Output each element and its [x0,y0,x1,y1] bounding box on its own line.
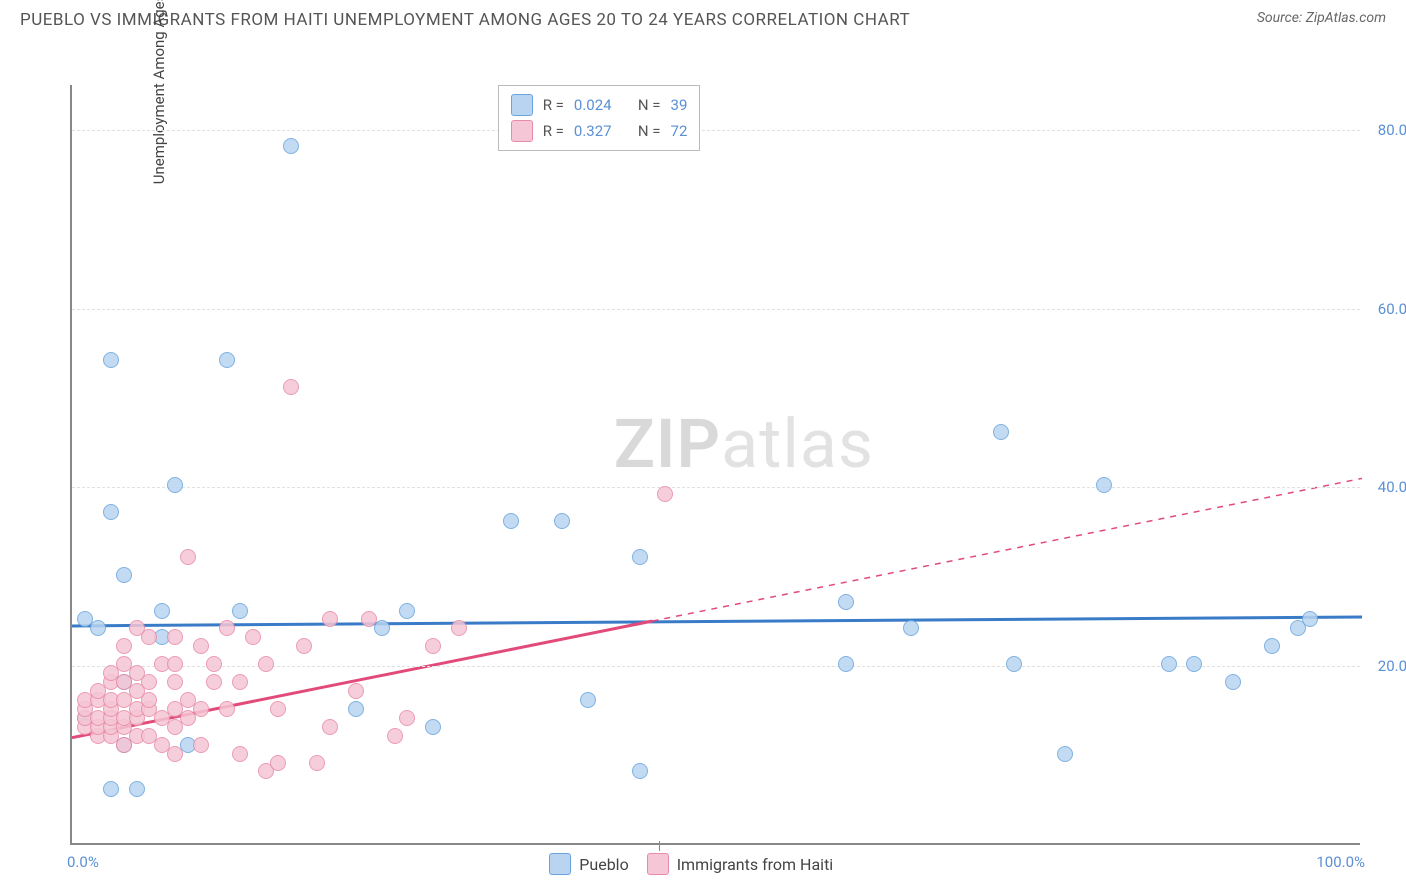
scatter-point [657,486,673,502]
scatter-point [103,352,119,368]
scatter-point [1096,477,1112,493]
y-tick-label: 60.0% [1378,300,1406,318]
scatter-point [993,424,1009,440]
scatter-point [309,755,325,771]
scatter-point [1186,656,1202,672]
scatter-point [838,594,854,610]
scatter-point [103,781,119,797]
series-legend: Pueblo Immigrants from Haiti [549,853,833,875]
scatter-point [154,603,170,619]
scatter-point [180,549,196,565]
scatter-point [270,755,286,771]
x-axis-mid-tick [659,841,660,851]
scatter-point [1302,611,1318,627]
watermark: ZIPatlas [614,404,874,484]
scatter-point [348,701,364,717]
trend-lines [72,85,1362,845]
scatter-point [1006,656,1022,672]
legend-item: Pueblo [549,853,628,875]
stats-legend-row: R =0.327N =72 [511,118,688,144]
scatter-point [129,781,145,797]
scatter-point [1225,674,1241,690]
scatter-point [245,629,261,645]
scatter-point [322,611,338,627]
scatter-point [167,629,183,645]
scatter-point [387,728,403,744]
source-citation: Source: ZipAtlas.com [1257,10,1386,26]
stats-legend-row: R =0.024N =39 [511,92,688,118]
scatter-point [283,138,299,154]
scatter-point [399,710,415,726]
scatter-point [425,719,441,735]
scatter-point [903,620,919,636]
scatter-point [206,674,222,690]
scatter-point [219,701,235,717]
scatter-point [258,656,274,672]
gridline [72,130,1360,131]
scatter-point [361,611,377,627]
legend-swatch [647,853,669,875]
scatter-point [167,656,183,672]
stats-legend: R =0.024N =39R =0.327N =72 [498,85,701,151]
scatter-point [103,504,119,520]
scatter-point [270,701,286,717]
scatter-point [554,513,570,529]
scatter-point [116,567,132,583]
scatter-point [322,719,338,735]
scatter-point [283,379,299,395]
scatter-point [219,620,235,636]
legend-swatch [511,94,533,116]
scatter-point [1057,746,1073,762]
scatter-point [838,656,854,672]
y-tick-label: 20.0% [1378,657,1406,675]
y-tick-label: 40.0% [1378,478,1406,496]
scatter-point [1161,656,1177,672]
scatter-point [193,737,209,753]
scatter-point [232,746,248,762]
scatter-point [632,763,648,779]
legend-label: Immigrants from Haiti [677,855,833,874]
scatter-point [451,620,467,636]
chart-header: PUEBLO VS IMMIGRANTS FROM HAITI UNEMPLOY… [0,0,1406,30]
scatter-point [141,674,157,690]
scatter-plot: ZIPatlas 20.0%40.0%60.0%80.0%0.0%100.0%R… [70,85,1360,845]
scatter-point [348,683,364,699]
scatter-point [503,513,519,529]
scatter-point [296,638,312,654]
y-tick-label: 80.0% [1378,121,1406,139]
gridline [72,487,1360,488]
scatter-point [580,692,596,708]
scatter-point [632,549,648,565]
legend-swatch [511,120,533,142]
x-tick-label: 100.0% [1316,853,1365,871]
scatter-point [141,692,157,708]
x-tick-label: 0.0% [67,853,99,871]
legend-swatch [549,853,571,875]
scatter-point [206,656,222,672]
legend-item: Immigrants from Haiti [647,853,833,875]
scatter-point [1264,638,1280,654]
scatter-point [374,620,390,636]
scatter-point [167,674,183,690]
scatter-point [193,701,209,717]
scatter-point [116,638,132,654]
legend-label: Pueblo [579,855,628,874]
trend-line-solid [72,617,1362,626]
scatter-point [90,620,106,636]
scatter-point [167,477,183,493]
trend-line-dashed [653,478,1363,621]
scatter-point [193,638,209,654]
scatter-point [232,603,248,619]
scatter-point [425,638,441,654]
scatter-point [232,674,248,690]
scatter-point [141,629,157,645]
gridline [72,309,1360,310]
scatter-point [399,603,415,619]
scatter-point [167,746,183,762]
scatter-point [219,352,235,368]
